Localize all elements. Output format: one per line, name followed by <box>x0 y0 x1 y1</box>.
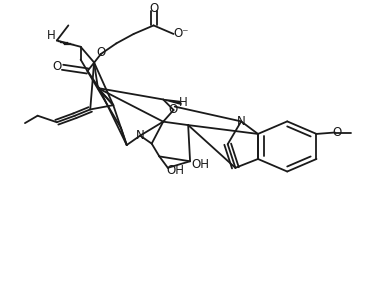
Text: OH: OH <box>167 164 185 177</box>
Text: H: H <box>47 29 55 42</box>
Text: O: O <box>332 126 341 139</box>
Text: O: O <box>149 1 158 15</box>
Text: N: N <box>237 115 245 128</box>
Text: OH: OH <box>192 158 209 171</box>
Text: N: N <box>136 129 144 142</box>
Text: O⁻: O⁻ <box>174 27 189 40</box>
Text: H: H <box>179 96 188 109</box>
Text: O: O <box>168 103 177 116</box>
Text: O: O <box>96 46 106 59</box>
Text: O: O <box>52 60 61 73</box>
Polygon shape <box>163 100 181 104</box>
